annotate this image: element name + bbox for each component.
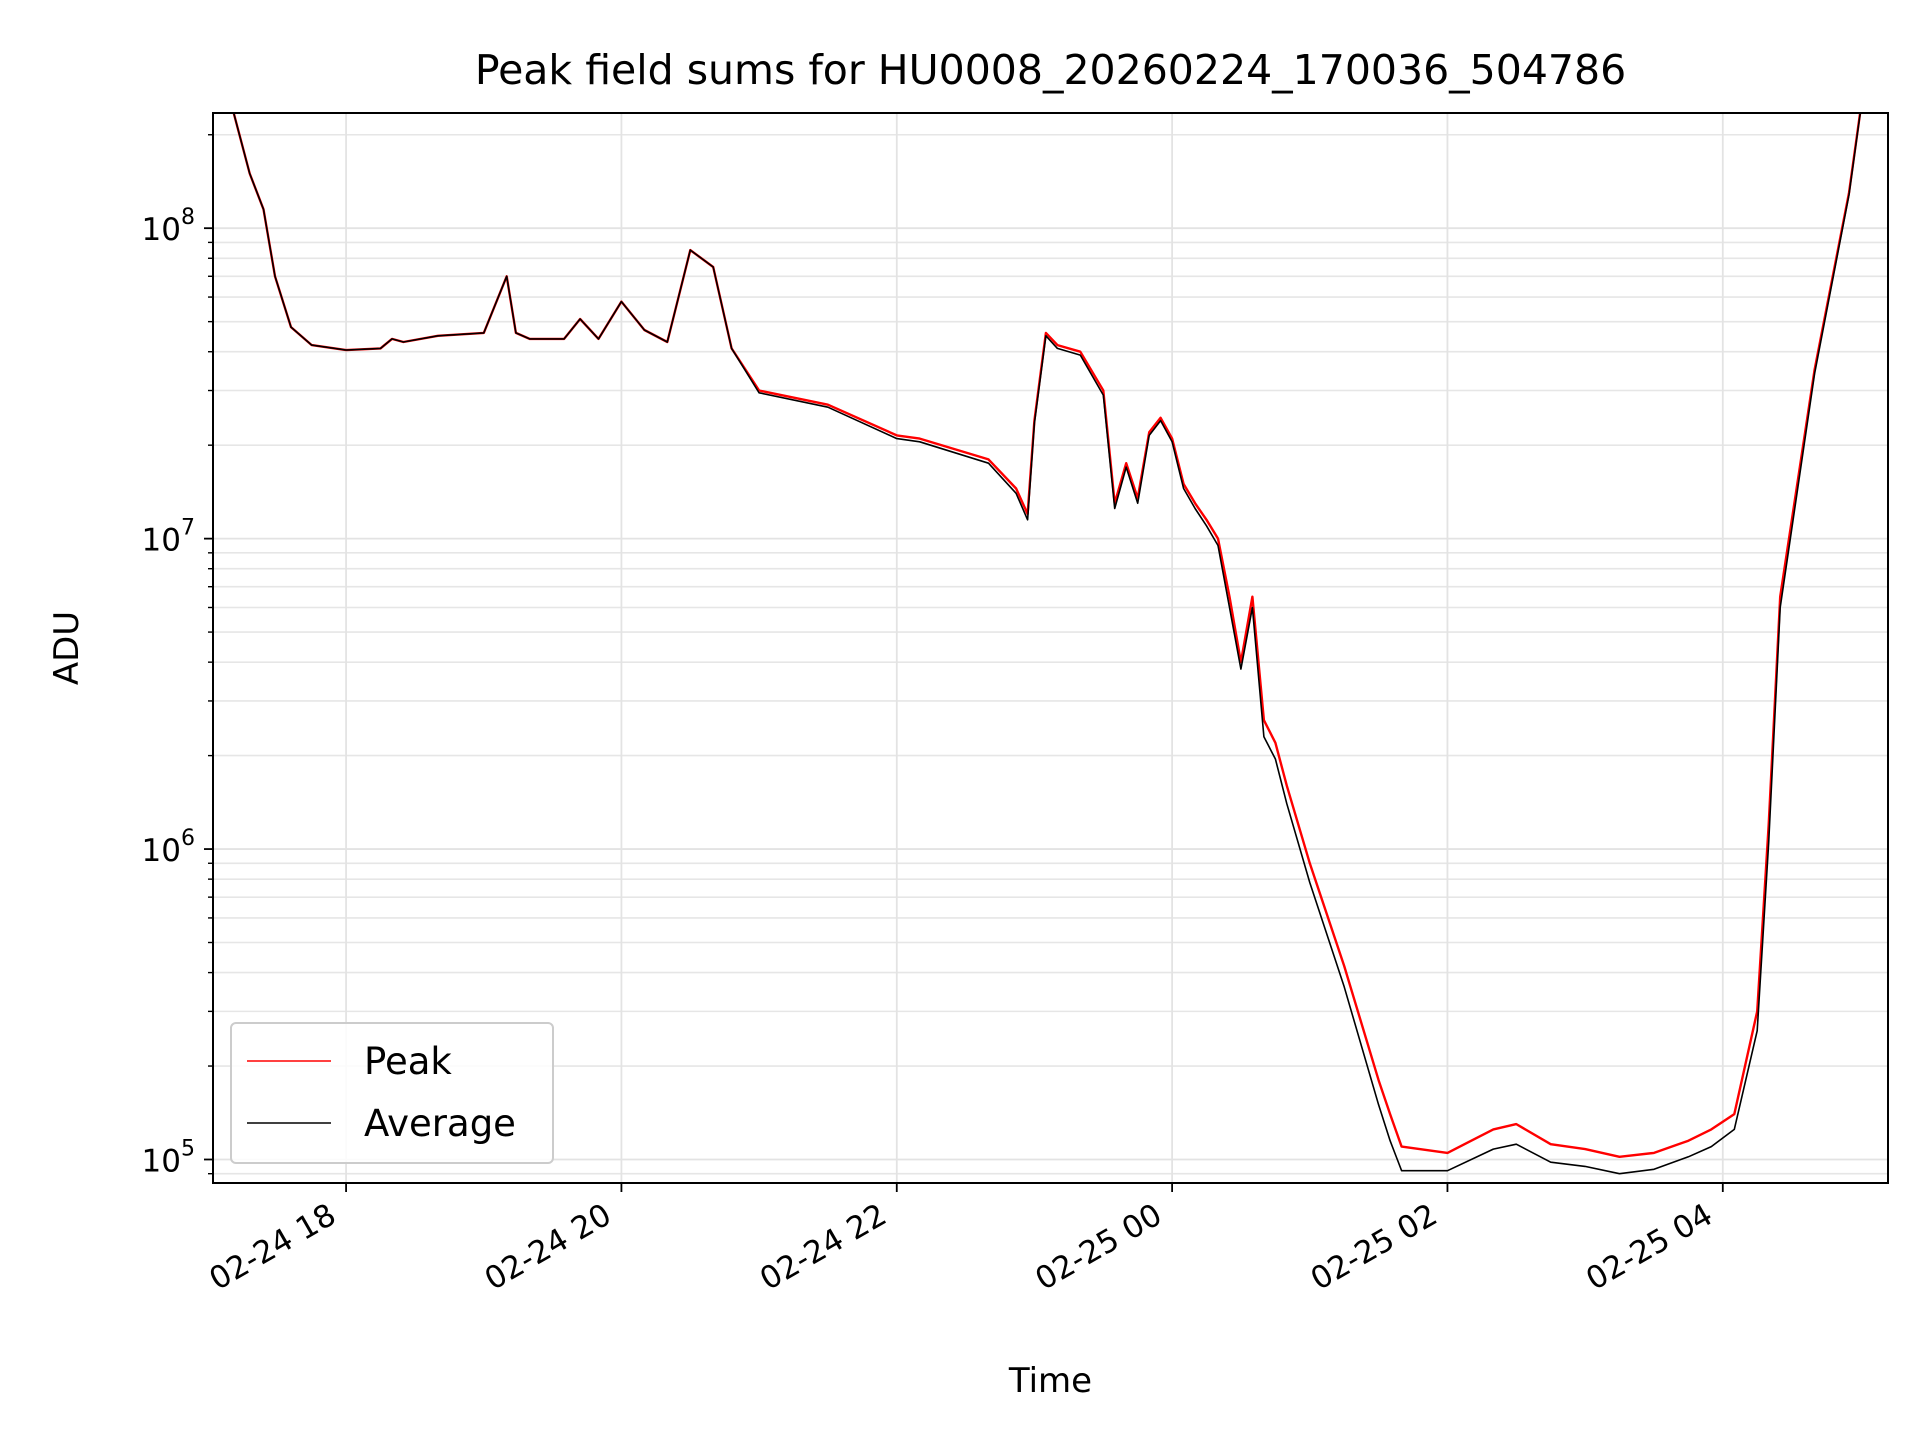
y-tick-label: 106 xyxy=(142,826,195,869)
y-tick-label: 107 xyxy=(142,516,195,559)
grid xyxy=(213,113,1888,1183)
legend-label-average: Average xyxy=(364,1102,516,1145)
legend: Peak Average xyxy=(230,1022,554,1164)
legend-box xyxy=(230,1022,554,1164)
axes-frame xyxy=(212,112,1889,1184)
y-axis-label: ADU xyxy=(47,611,87,685)
y-tick-label: 105 xyxy=(142,1136,195,1179)
y-tick-label: 108 xyxy=(142,205,195,248)
x-axis-label: Time xyxy=(1008,1361,1092,1401)
legend-label-peak: Peak xyxy=(364,1040,452,1083)
plot-area xyxy=(232,113,1862,1175)
series-line-average xyxy=(232,113,1862,1175)
chart-title: Peak field sums for HU0008_20260224_1700… xyxy=(475,46,1626,94)
